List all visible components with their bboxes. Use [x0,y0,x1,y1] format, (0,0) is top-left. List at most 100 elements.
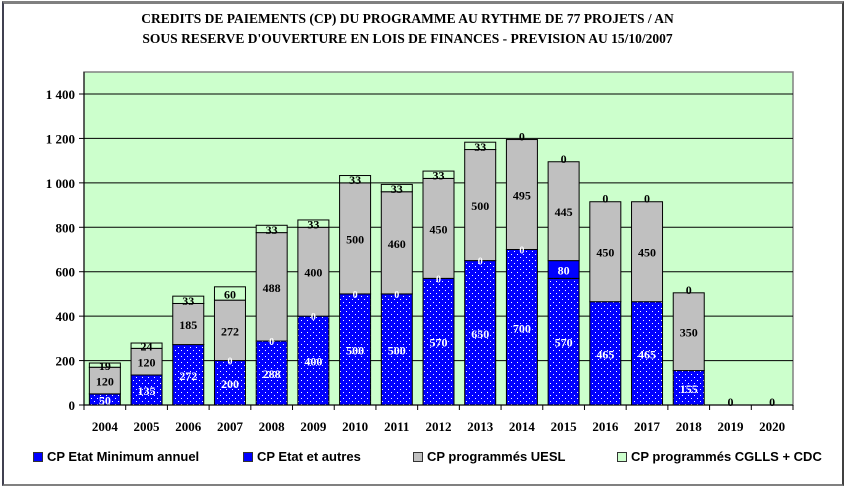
data-label: 272 [221,324,239,338]
data-label: 0 [686,283,692,297]
x-tick-label: 2010 [342,419,368,434]
bar-uesl [297,226,330,317]
data-label: 19 [99,359,111,373]
bar-minimum-annuel [297,315,330,406]
data-label: 460 [388,237,406,251]
data-label: 60 [224,287,236,301]
x-tick-label: 2004 [92,419,119,434]
legend-swatch-green [617,451,627,462]
x-tick-label: 2020 [759,419,785,434]
x-tick-label: 2008 [259,419,286,434]
data-label: 570 [430,336,448,350]
legend-item-etat-autres: CP Etat et autres [243,449,361,464]
bar-minimum-annuel [380,293,413,406]
data-label: 570 [555,336,573,350]
bar-minimum-annuel [213,360,246,406]
data-label: 272 [179,369,197,383]
data-label: 650 [471,327,489,341]
data-label: 350 [680,326,698,340]
bar-uesl [339,182,372,295]
bar-cglls-cdc [339,175,372,184]
data-label: 450 [430,222,448,236]
bar-uesl [464,149,497,262]
x-tick-label: 2019 [717,419,744,434]
bar-cglls-cdc [213,286,246,301]
y-tick-label: 400 [56,309,76,324]
data-label: 500 [388,343,406,357]
data-label: 495 [513,189,531,203]
data-label: 288 [263,367,281,381]
legend-label: CP programmés UESL [427,449,566,464]
bar-minimum-annuel [631,301,664,406]
data-label: 24 [141,340,153,354]
data-label: 33 [391,182,403,196]
y-tick-label: 0 [69,398,76,413]
bar-uesl [505,139,538,251]
y-tick-label: 200 [56,354,76,369]
bar-uesl [672,292,705,372]
bar-cglls-cdc [130,342,163,349]
data-label: 185 [179,318,197,332]
data-label: 33 [307,218,319,232]
data-label: 465 [596,347,614,361]
data-label: 33 [182,294,194,308]
bar-uesl [631,201,664,303]
data-label: 33 [474,140,486,154]
data-label: 0 [519,130,525,144]
bar-uesl [589,201,622,303]
x-tick-label: 2015 [551,419,578,434]
data-label: 0 [727,395,733,409]
data-label: 450 [638,246,656,260]
x-tick-label: 2005 [134,419,161,434]
data-label: 0 [269,337,274,348]
data-label: 0 [602,192,608,206]
data-label: 33 [349,173,361,187]
bar-cglls-cdc [255,224,288,234]
bar-minimum-annuel [505,249,538,406]
x-tick-label: 2016 [592,419,619,434]
data-label: 0 [436,274,441,285]
data-label: 0 [227,357,232,368]
legend-item-minimum: CP Etat Minimum annuel [33,449,199,464]
bar-uesl [547,161,580,262]
x-tick-label: 2012 [426,419,452,434]
data-label: 135 [138,384,156,398]
data-label: 465 [638,347,656,361]
bars [88,139,705,406]
data-label: 0 [394,290,399,301]
bar-cglls-cdc [380,183,413,193]
bar-minimum-annuel [255,340,288,406]
data-label: 50 [99,393,111,407]
x-tick-label: 2009 [300,419,327,434]
y-tick-label: 1 000 [46,176,75,191]
bar-cglls-cdc [464,141,497,151]
x-tick-label: 2014 [509,419,536,434]
bar-uesl [422,177,455,279]
data-label: 400 [304,355,322,369]
bar-uesl [255,232,288,342]
legend-swatch-blue [243,451,253,462]
x-tick-label: 2011 [384,419,409,434]
data-label: 400 [304,266,322,280]
x-tick-label: 2013 [467,419,494,434]
data-label: 80 [558,263,570,277]
y-tick-label: 1 200 [46,131,75,146]
legend-label: CP Etat et autres [257,449,361,464]
data-label: 0 [769,395,775,409]
legend-label: CP programmés CGLLS + CDC [631,449,822,464]
x-tick-label: 2006 [175,419,202,434]
data-label: 200 [221,377,239,391]
data-label: 488 [263,281,281,295]
x-tick-label: 2017 [634,419,661,434]
data-label: 450 [596,246,614,260]
legend-item-uesl: CP programmés UESL [413,449,565,464]
data-label: 0 [353,290,358,301]
y-tick-label: 600 [56,265,76,280]
legend-label: CP Etat Minimum annuel [47,449,200,464]
data-labels: 50 120 19 135 120 24 272 185 33 200 0 272 60 288 0 488 3… [96,130,775,409]
chart-subtitle: SOUS RESERVE D'OUVERTURE EN LOIS DE FINA… [142,31,673,46]
data-label: 33 [266,223,278,237]
y-tick-label: 1 400 [46,87,75,102]
legend-swatch-dotted-blue [33,451,43,462]
